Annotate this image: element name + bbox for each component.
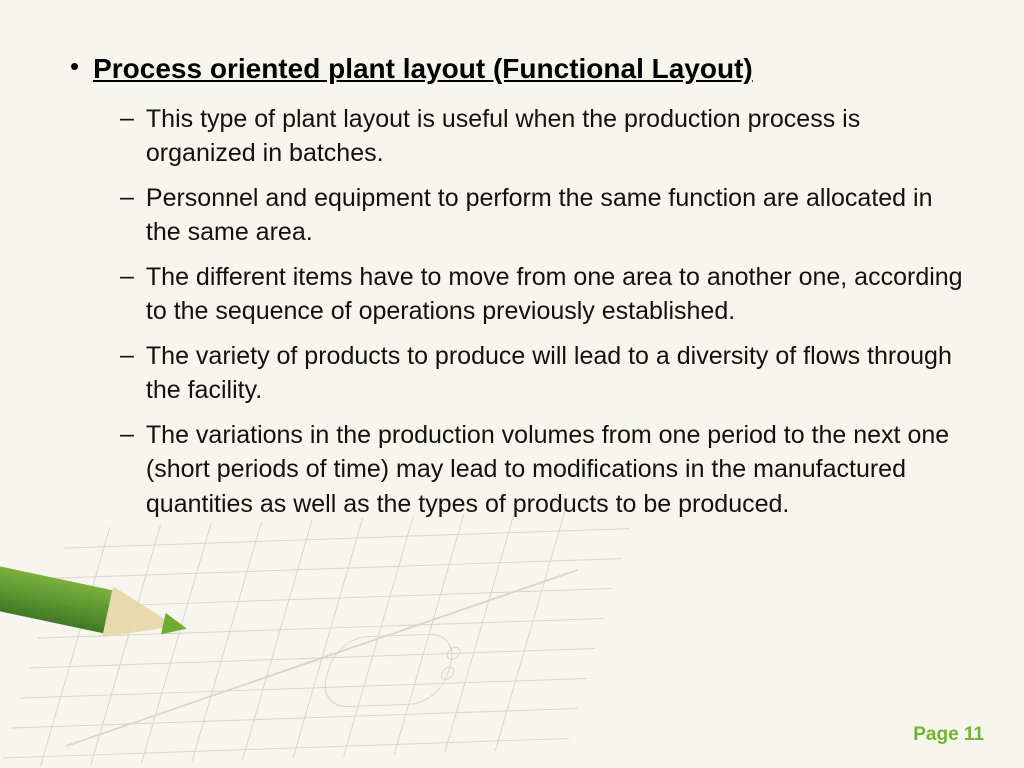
bullet-text: The variety of products to produce will … [146,339,964,408]
dash-icon: – [120,260,134,294]
sub-bullet-list: – This type of plant layout is useful wh… [120,102,964,522]
slide: • Process oriented plant layout (Functio… [0,0,1024,768]
list-item: – The variety of products to produce wil… [120,339,964,408]
bullet-dot-icon: • [70,50,79,83]
list-item: – The variations in the production volum… [120,418,964,522]
title-bullet: • Process oriented plant layout (Functio… [70,50,964,88]
list-item: – Personnel and equipment to perform the… [120,181,964,250]
dash-icon: – [120,181,134,215]
bullet-text: The different items have to move from on… [146,260,964,329]
slide-title: Process oriented plant layout (Functiona… [93,50,753,88]
page-number: Page 11 [913,724,984,746]
bullet-text: This type of plant layout is useful when… [146,102,964,171]
list-item: – The different items have to move from … [120,260,964,329]
list-item: – This type of plant layout is useful wh… [120,102,964,171]
dash-icon: – [120,418,134,452]
bullet-text: Personnel and equipment to perform the s… [146,181,964,250]
bullet-text: The variations in the production volumes… [146,418,964,522]
dash-icon: – [120,102,134,136]
content-area: • Process oriented plant layout (Functio… [70,50,964,521]
dash-icon: – [120,339,134,373]
